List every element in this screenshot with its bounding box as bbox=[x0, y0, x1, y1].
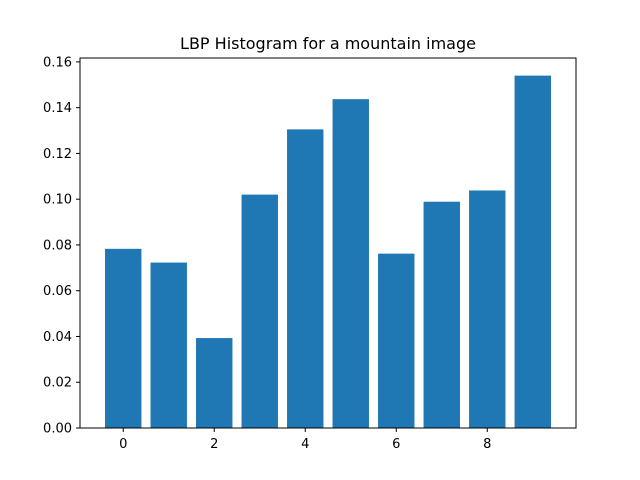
bar-3 bbox=[241, 194, 278, 428]
bar-0 bbox=[105, 248, 142, 428]
x-axis-ticks: 0 2 4 6 8 bbox=[119, 428, 491, 452]
y-tick-label: 0.12 bbox=[43, 147, 72, 162]
bar-7 bbox=[423, 201, 460, 428]
y-tick-label: 0.06 bbox=[43, 284, 72, 299]
bar-1 bbox=[150, 262, 187, 428]
x-tick-label: 4 bbox=[301, 437, 309, 452]
bar-2 bbox=[196, 338, 233, 428]
x-tick-label: 0 bbox=[119, 437, 127, 452]
bar-4 bbox=[287, 129, 324, 428]
x-tick-label: 2 bbox=[210, 437, 218, 452]
bar-5 bbox=[332, 99, 369, 429]
bar-9 bbox=[514, 75, 551, 428]
y-tick-label: 0.04 bbox=[43, 330, 72, 345]
y-axis-ticks: 0.00 0.02 0.04 0.06 0.08 0.10 0.12 0.14 0.16 bbox=[43, 55, 80, 437]
y-tick-label: 0.00 bbox=[43, 422, 72, 437]
y-tick-label: 0.14 bbox=[43, 101, 72, 116]
bars-group bbox=[105, 75, 551, 429]
y-tick-label: 0.10 bbox=[43, 193, 72, 208]
y-tick-label: 0.08 bbox=[43, 238, 72, 253]
x-tick-label: 6 bbox=[392, 437, 400, 452]
plot-frame bbox=[79, 57, 577, 429]
y-tick-label: 0.02 bbox=[43, 376, 72, 391]
chart-title: LBP Histogram for a mountain image bbox=[180, 34, 476, 53]
bar-8 bbox=[469, 190, 506, 428]
x-tick-label: 8 bbox=[483, 437, 491, 452]
y-tick-label: 0.16 bbox=[43, 55, 72, 70]
bar-6 bbox=[378, 253, 415, 428]
